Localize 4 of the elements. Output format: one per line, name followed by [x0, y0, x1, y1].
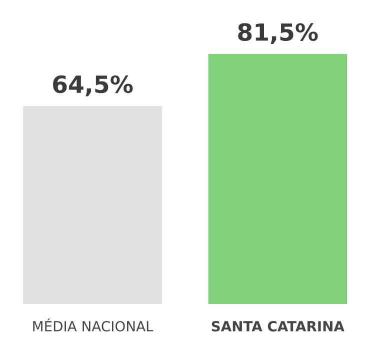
x-tick-label: SANTA CATARINA [212, 320, 344, 332]
data-label: 64,5% [53, 75, 133, 96]
data-label: 81,5% [238, 23, 318, 44]
x-tick-label: MÉDIA NACIONAL [33, 318, 154, 332]
